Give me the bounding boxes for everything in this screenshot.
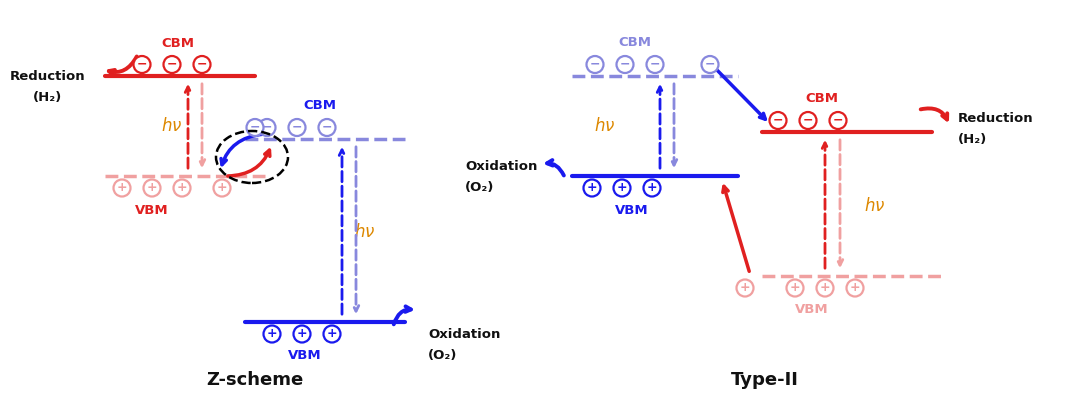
Circle shape xyxy=(613,180,631,197)
Text: CBM: CBM xyxy=(162,37,194,50)
Text: −: − xyxy=(197,58,207,71)
Text: CBM: CBM xyxy=(806,92,838,105)
Text: +: + xyxy=(267,327,278,340)
Circle shape xyxy=(319,119,336,136)
Circle shape xyxy=(264,325,281,342)
Text: Z-scheme: Z-scheme xyxy=(206,371,303,389)
Text: +: + xyxy=(117,181,127,194)
Text: +: + xyxy=(297,327,308,340)
Text: +: + xyxy=(147,181,158,194)
Circle shape xyxy=(799,112,816,129)
Text: −: − xyxy=(137,58,147,71)
Text: Type-II: Type-II xyxy=(731,371,799,389)
Circle shape xyxy=(644,180,661,197)
Text: +: + xyxy=(820,281,831,294)
Text: $h\nu$: $h\nu$ xyxy=(594,117,616,135)
Circle shape xyxy=(246,119,264,136)
Text: Reduction: Reduction xyxy=(10,69,85,82)
Text: −: − xyxy=(833,113,843,126)
Text: +: + xyxy=(177,181,187,194)
Circle shape xyxy=(847,279,864,297)
Text: +: + xyxy=(217,181,227,194)
Text: +: + xyxy=(647,181,658,194)
Circle shape xyxy=(737,279,754,297)
Circle shape xyxy=(294,325,311,342)
Text: +: + xyxy=(740,281,751,294)
Text: (O₂): (O₂) xyxy=(465,180,495,193)
Text: −: − xyxy=(292,121,302,134)
Text: (H₂): (H₂) xyxy=(33,91,63,104)
Circle shape xyxy=(144,180,161,197)
Circle shape xyxy=(769,112,786,129)
Text: (H₂): (H₂) xyxy=(958,134,987,147)
Text: +: + xyxy=(617,181,627,194)
Text: Reduction: Reduction xyxy=(958,113,1034,126)
Circle shape xyxy=(816,279,834,297)
Text: +: + xyxy=(789,281,800,294)
Text: +: + xyxy=(586,181,597,194)
Text: −: − xyxy=(166,58,177,71)
Text: +: + xyxy=(850,281,861,294)
Text: −: − xyxy=(322,121,333,134)
Text: VBM: VBM xyxy=(795,303,828,316)
Text: Oxidation: Oxidation xyxy=(428,327,500,340)
Circle shape xyxy=(193,56,211,73)
Circle shape xyxy=(214,180,230,197)
Text: −: − xyxy=(705,58,715,71)
Text: $h\nu$: $h\nu$ xyxy=(161,117,183,135)
Circle shape xyxy=(586,56,604,73)
Text: VBM: VBM xyxy=(135,204,168,217)
Text: −: − xyxy=(620,58,631,71)
Text: +: + xyxy=(326,327,337,340)
Text: CBM: CBM xyxy=(303,99,337,112)
Text: −: − xyxy=(249,121,260,134)
Circle shape xyxy=(786,279,804,297)
Text: $h\nu$: $h\nu$ xyxy=(354,223,376,241)
Circle shape xyxy=(288,119,306,136)
Text: −: − xyxy=(802,113,813,126)
Text: −: − xyxy=(590,58,600,71)
Text: (O₂): (O₂) xyxy=(428,349,457,362)
Text: Oxidation: Oxidation xyxy=(465,160,538,173)
Circle shape xyxy=(134,56,150,73)
Text: VBM: VBM xyxy=(288,349,322,362)
Circle shape xyxy=(702,56,718,73)
Text: CBM: CBM xyxy=(619,36,651,49)
Text: VBM: VBM xyxy=(616,204,649,217)
Circle shape xyxy=(617,56,634,73)
Circle shape xyxy=(113,180,131,197)
Circle shape xyxy=(174,180,190,197)
Circle shape xyxy=(258,119,275,136)
Circle shape xyxy=(163,56,180,73)
Circle shape xyxy=(583,180,600,197)
Text: −: − xyxy=(650,58,660,71)
Text: −: − xyxy=(261,121,272,134)
Circle shape xyxy=(829,112,847,129)
Circle shape xyxy=(647,56,663,73)
Circle shape xyxy=(324,325,340,342)
Text: −: − xyxy=(773,113,783,126)
Text: $h\nu$: $h\nu$ xyxy=(864,197,886,215)
